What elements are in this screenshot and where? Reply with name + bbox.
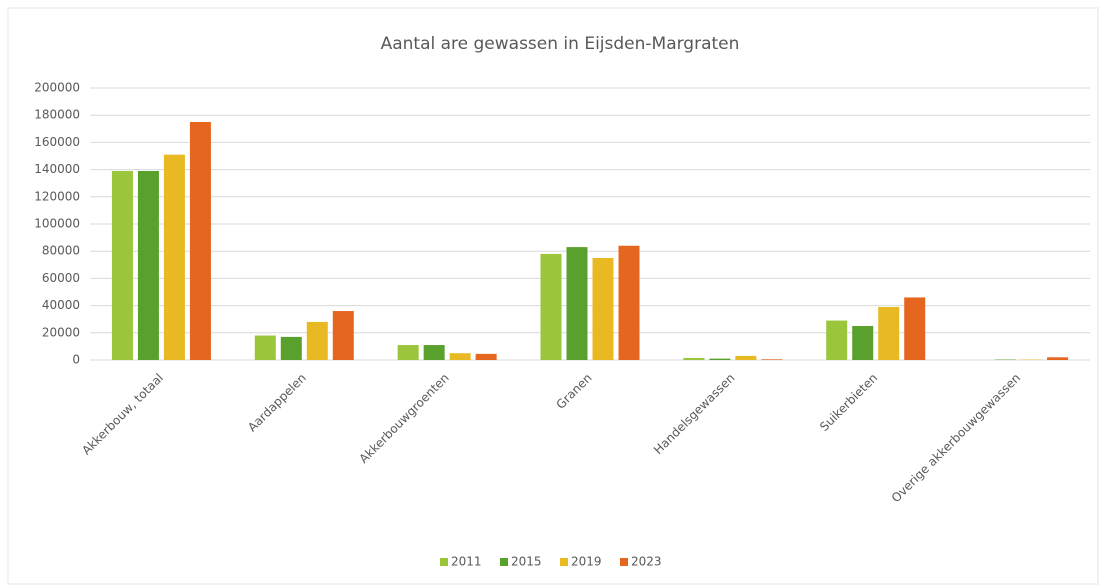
legend-label: 2023 [631, 555, 662, 569]
y-tick-label: 60000 [42, 271, 80, 285]
y-tick-label: 180000 [34, 108, 80, 122]
bar [761, 359, 783, 360]
bar [618, 245, 640, 360]
bar [137, 170, 159, 360]
bar [735, 355, 757, 360]
bar [878, 306, 900, 360]
y-tick-label: 200000 [34, 81, 80, 95]
bar [111, 170, 133, 360]
bar [397, 345, 419, 360]
bar [540, 253, 562, 360]
bar [852, 326, 874, 360]
bar [254, 335, 276, 360]
legend-label: 2015 [511, 555, 542, 569]
y-tick-label: 0 [72, 353, 80, 367]
bar [709, 358, 731, 360]
y-tick-label: 120000 [34, 189, 80, 203]
y-tick-label: 80000 [42, 244, 80, 258]
legend-label: 2011 [451, 555, 482, 569]
y-tick-label: 40000 [42, 298, 80, 312]
legend-label: 2019 [571, 555, 602, 569]
bar [1047, 357, 1069, 360]
y-tick-label: 140000 [34, 162, 80, 176]
bar [189, 122, 211, 360]
bar [826, 320, 848, 360]
bar [423, 345, 445, 360]
legend-swatch [560, 558, 568, 566]
chart-title: Aantal are gewassen in Eijsden-Margraten [381, 34, 740, 54]
y-tick-label: 20000 [42, 325, 80, 339]
bar [332, 311, 354, 360]
bar [683, 357, 705, 360]
bar [904, 297, 926, 360]
bar [163, 154, 185, 360]
bar [475, 353, 497, 360]
bar [306, 321, 328, 360]
legend-swatch [440, 558, 448, 566]
y-tick-label: 160000 [34, 135, 80, 149]
bar [449, 353, 471, 360]
bar [592, 258, 614, 360]
bar [280, 336, 302, 360]
legend-swatch [620, 558, 628, 566]
bar [566, 247, 588, 360]
legend-swatch [500, 558, 508, 566]
y-tick-label: 100000 [34, 217, 80, 231]
